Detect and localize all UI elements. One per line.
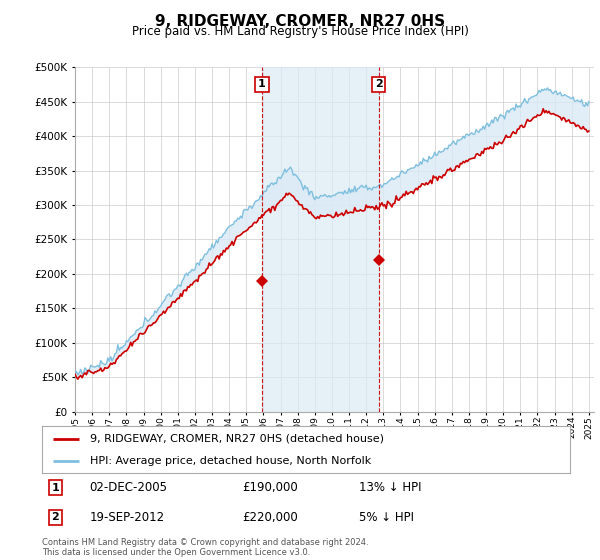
Text: 02-DEC-2005: 02-DEC-2005 xyxy=(89,481,167,494)
Text: HPI: Average price, detached house, North Norfolk: HPI: Average price, detached house, Nort… xyxy=(89,456,371,466)
Text: 9, RIDGEWAY, CROMER, NR27 0HS: 9, RIDGEWAY, CROMER, NR27 0HS xyxy=(155,14,445,29)
Text: 1: 1 xyxy=(258,80,266,90)
Text: 9, RIDGEWAY, CROMER, NR27 0HS (detached house): 9, RIDGEWAY, CROMER, NR27 0HS (detached … xyxy=(89,434,383,444)
Text: 2: 2 xyxy=(52,512,59,522)
Text: 5% ↓ HPI: 5% ↓ HPI xyxy=(359,511,414,524)
Text: 19-SEP-2012: 19-SEP-2012 xyxy=(89,511,164,524)
Text: 13% ↓ HPI: 13% ↓ HPI xyxy=(359,481,421,494)
Text: £220,000: £220,000 xyxy=(242,511,298,524)
Bar xyxy=(262,67,379,412)
Text: £190,000: £190,000 xyxy=(242,481,298,494)
Text: Contains HM Land Registry data © Crown copyright and database right 2024.
This d: Contains HM Land Registry data © Crown c… xyxy=(42,538,368,557)
Text: Price paid vs. HM Land Registry's House Price Index (HPI): Price paid vs. HM Land Registry's House … xyxy=(131,25,469,38)
Text: 2: 2 xyxy=(374,80,382,90)
Text: 1: 1 xyxy=(52,483,59,493)
